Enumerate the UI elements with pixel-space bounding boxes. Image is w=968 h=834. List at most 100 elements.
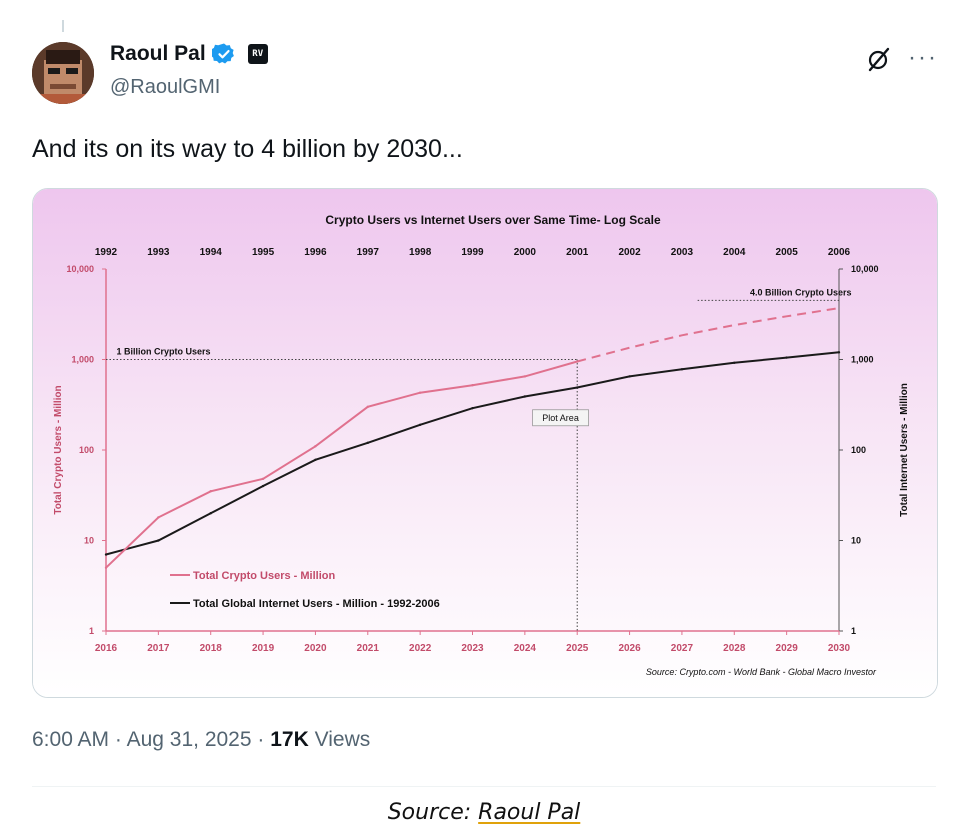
plot-area-tooltip: Plot Area <box>542 413 579 423</box>
author-handle[interactable]: @RaoulGMI <box>110 76 221 98</box>
y-tick-label-left: 1,000 <box>71 355 94 365</box>
internet-data-point <box>104 553 108 556</box>
chart-title: Crypto Users vs Internet Users over Same… <box>325 213 661 227</box>
internet-data-point <box>837 351 841 354</box>
tweet-media-chart[interactable]: Crypto Users vs Internet Users over Same… <box>32 188 938 698</box>
crypto-data-point <box>314 445 317 448</box>
internet-data-point <box>418 423 422 426</box>
affiliate-badge[interactable]: RV <box>247 44 268 64</box>
tweet-metadata: 6:00 AM · Aug 31, 2025 · 17K Views <box>32 728 370 752</box>
crypto-data-point <box>261 477 265 481</box>
crypto-data-point <box>209 490 212 493</box>
tweet-text: And its on its way to 4 billion by 2030.… <box>32 135 463 163</box>
source-caption-prefix: Source: <box>387 800 479 825</box>
x-tick-label-top: 1997 <box>357 247 380 258</box>
grok-icon[interactable] <box>866 46 892 72</box>
x-tick-label-top: 2000 <box>514 247 537 258</box>
x-tick-label-top: 2002 <box>618 247 641 258</box>
crypto-vs-internet-chart: Crypto Users vs Internet Users over Same… <box>33 189 937 697</box>
x-tick-label-bottom: 2030 <box>828 643 851 654</box>
x-tick-label-top: 1993 <box>147 247 170 258</box>
crypto-data-point <box>157 516 160 519</box>
crypto-users-projection-line <box>576 307 840 363</box>
internet-data-point <box>680 368 684 371</box>
x-tick-label-top: 2001 <box>566 247 589 258</box>
avatar[interactable] <box>32 42 94 104</box>
y-tick-label-right: 10,000 <box>851 264 879 274</box>
x-tick-label-bottom: 2017 <box>147 643 170 654</box>
internet-data-point <box>366 441 369 445</box>
source-link[interactable]: Raoul Pal <box>478 800 581 825</box>
internet-data-point <box>471 406 474 410</box>
y-tick-label-left: 1 <box>89 626 94 636</box>
x-tick-label-top: 2004 <box>723 247 746 258</box>
x-tick-label-bottom: 2023 <box>461 643 484 654</box>
x-tick-label-top: 1996 <box>304 247 327 258</box>
meta-separator: · <box>257 728 265 751</box>
x-tick-label-bottom: 2026 <box>618 643 641 654</box>
crypto-data-point <box>523 375 527 378</box>
crypto-data-point <box>418 391 422 394</box>
y-tick-label-right: 100 <box>851 445 866 455</box>
x-tick-label-bottom: 2027 <box>671 643 694 654</box>
x-tick-label-top: 1999 <box>461 247 484 258</box>
y-tick-label-right: 1,000 <box>851 355 874 365</box>
legend-internet-label: Total Global Internet Users - Million - … <box>193 598 440 610</box>
meta-separator: · <box>114 728 122 751</box>
thread-connector-line <box>62 20 64 32</box>
x-tick-label-bottom: 2024 <box>514 643 537 654</box>
y-axis-label-left: Total Crypto Users - Million <box>53 385 64 514</box>
crypto-data-point <box>104 566 108 569</box>
x-tick-label-top: 1998 <box>409 247 432 258</box>
chart-background <box>33 189 937 697</box>
author-display-name[interactable]: Raoul Pal <box>110 42 206 65</box>
source-caption: Source: Raoul Pal <box>0 800 968 825</box>
views-label: Views <box>314 728 371 751</box>
internet-data-point <box>733 361 736 364</box>
annotation-label: 1 Billion Crypto Users <box>116 347 210 357</box>
y-tick-label-left: 10,000 <box>66 264 94 274</box>
internet-data-point <box>314 458 317 461</box>
internet-data-point <box>785 356 788 359</box>
x-tick-label-bottom: 2022 <box>409 643 432 654</box>
x-tick-label-top: 2003 <box>671 247 694 258</box>
internet-data-point <box>261 484 265 488</box>
verified-badge-icon[interactable] <box>211 42 236 66</box>
x-tick-label-bottom: 2025 <box>566 643 589 654</box>
internet-data-point <box>157 539 160 542</box>
x-tick-label-bottom: 2029 <box>776 643 799 654</box>
x-tick-label-bottom: 2019 <box>252 643 275 654</box>
x-tick-label-top: 1994 <box>200 247 223 258</box>
x-tick-label-top: 1995 <box>252 247 275 258</box>
divider <box>32 786 936 787</box>
chart-source-note: Source: Crypto.com - World Bank - Global… <box>646 667 877 677</box>
y-tick-label-left: 100 <box>79 445 94 455</box>
crypto-data-point <box>366 405 369 409</box>
x-tick-label-bottom: 2018 <box>200 643 223 654</box>
more-options-icon[interactable]: ··· <box>908 44 938 71</box>
plot-area-tooltip-box <box>532 409 589 427</box>
crypto-users-line <box>105 360 578 569</box>
internet-data-point <box>523 395 527 398</box>
internet-data-point <box>628 375 631 378</box>
author-name-row: Raoul Pal RV <box>110 42 268 66</box>
crypto-data-point <box>471 384 474 387</box>
x-tick-label-top: 2006 <box>828 247 851 258</box>
x-tick-label-top: 1992 <box>95 247 118 258</box>
internet-data-point <box>209 512 212 515</box>
y-tick-label-right: 10 <box>851 536 861 546</box>
internet-data-point <box>576 386 579 389</box>
y-tick-label-left: 10 <box>84 536 94 546</box>
tweet-date[interactable]: Aug 31, 2025 <box>126 728 252 751</box>
x-tick-label-bottom: 2021 <box>357 643 380 654</box>
tweet-time[interactable]: 6:00 AM <box>32 728 110 751</box>
y-tick-label-right: 1 <box>851 626 856 636</box>
pixel-ape-avatar-icon <box>32 42 94 104</box>
x-tick-label-bottom: 2028 <box>723 643 746 654</box>
x-tick-label-top: 2005 <box>776 247 799 258</box>
legend-crypto-label: Total Crypto Users - Million <box>193 570 335 582</box>
views-count: 17K <box>270 728 309 751</box>
crypto-data-point <box>576 360 579 363</box>
annotation-label: 4.0 Billion Crypto Users <box>750 287 852 297</box>
y-axis-label-right: Total Internet Users - Million <box>899 383 910 517</box>
